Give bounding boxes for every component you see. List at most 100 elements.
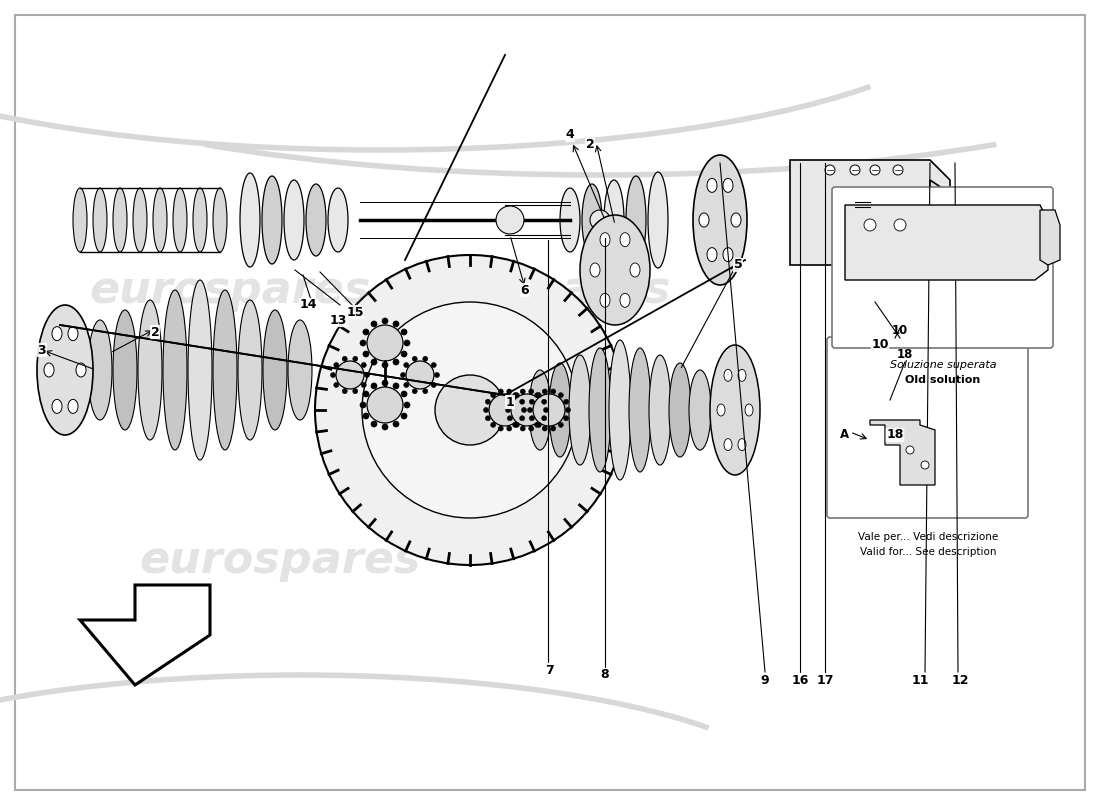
- Circle shape: [315, 255, 625, 565]
- Circle shape: [559, 393, 563, 398]
- Circle shape: [333, 382, 339, 387]
- Circle shape: [422, 356, 428, 362]
- Circle shape: [496, 206, 524, 234]
- Circle shape: [434, 373, 440, 378]
- Ellipse shape: [723, 248, 733, 262]
- Ellipse shape: [649, 355, 671, 465]
- Ellipse shape: [73, 188, 87, 252]
- Circle shape: [551, 426, 556, 431]
- Ellipse shape: [689, 370, 711, 450]
- Circle shape: [431, 382, 437, 387]
- Circle shape: [363, 351, 368, 357]
- Circle shape: [529, 416, 535, 421]
- Text: eurospares: eurospares: [89, 269, 371, 311]
- Circle shape: [563, 416, 569, 421]
- Text: 15: 15: [346, 306, 364, 318]
- Text: 18: 18: [896, 349, 913, 362]
- Ellipse shape: [37, 305, 94, 435]
- Text: 6: 6: [520, 283, 529, 297]
- Circle shape: [393, 383, 399, 389]
- Ellipse shape: [44, 363, 54, 377]
- Circle shape: [353, 389, 358, 394]
- Text: 13: 13: [329, 314, 346, 326]
- Polygon shape: [930, 180, 975, 245]
- Circle shape: [543, 407, 549, 413]
- Circle shape: [506, 407, 510, 413]
- Circle shape: [541, 416, 547, 421]
- Ellipse shape: [600, 294, 610, 307]
- Circle shape: [371, 359, 377, 365]
- Ellipse shape: [738, 370, 746, 382]
- Text: Vale per... Vedi descrizione: Vale per... Vedi descrizione: [858, 532, 998, 542]
- Circle shape: [336, 361, 364, 389]
- Ellipse shape: [724, 370, 732, 382]
- Circle shape: [520, 426, 526, 431]
- Text: 14: 14: [299, 298, 317, 311]
- Ellipse shape: [626, 176, 646, 264]
- Polygon shape: [870, 420, 935, 485]
- Circle shape: [434, 375, 505, 445]
- Circle shape: [535, 393, 540, 398]
- Circle shape: [528, 407, 532, 413]
- Circle shape: [507, 416, 513, 421]
- Ellipse shape: [609, 340, 631, 480]
- Text: 3: 3: [37, 343, 46, 357]
- Circle shape: [541, 399, 547, 404]
- Ellipse shape: [717, 404, 725, 416]
- Text: 12: 12: [952, 674, 969, 686]
- Text: A: A: [840, 429, 849, 442]
- Text: 10: 10: [871, 338, 889, 351]
- Ellipse shape: [68, 399, 78, 414]
- Circle shape: [404, 382, 409, 387]
- Circle shape: [485, 399, 491, 404]
- Circle shape: [542, 389, 548, 394]
- Circle shape: [360, 402, 366, 408]
- Text: eurospares: eurospares: [389, 269, 671, 311]
- Circle shape: [393, 321, 399, 327]
- Circle shape: [542, 426, 548, 431]
- Ellipse shape: [620, 233, 630, 246]
- FancyBboxPatch shape: [832, 187, 1053, 348]
- Circle shape: [404, 402, 410, 408]
- Circle shape: [515, 422, 519, 427]
- Text: 7: 7: [546, 663, 554, 677]
- Ellipse shape: [648, 172, 668, 268]
- Circle shape: [825, 165, 835, 175]
- Circle shape: [393, 421, 399, 427]
- Circle shape: [893, 165, 903, 175]
- Circle shape: [537, 393, 541, 398]
- Circle shape: [565, 407, 571, 413]
- Circle shape: [431, 362, 437, 367]
- Polygon shape: [1040, 210, 1060, 265]
- Ellipse shape: [590, 263, 600, 277]
- Text: 2: 2: [151, 326, 160, 338]
- Circle shape: [363, 413, 368, 419]
- Ellipse shape: [284, 180, 304, 260]
- Ellipse shape: [138, 300, 162, 440]
- Text: 11: 11: [911, 674, 928, 686]
- Ellipse shape: [560, 188, 580, 252]
- Circle shape: [402, 413, 407, 419]
- Circle shape: [404, 340, 410, 346]
- Circle shape: [402, 351, 407, 357]
- Text: Soluzione superata: Soluzione superata: [890, 360, 997, 370]
- Ellipse shape: [192, 188, 207, 252]
- Ellipse shape: [723, 178, 733, 192]
- Text: 17: 17: [816, 674, 834, 686]
- Circle shape: [507, 399, 513, 404]
- Polygon shape: [80, 585, 210, 685]
- Circle shape: [850, 165, 860, 175]
- Circle shape: [498, 426, 504, 431]
- Circle shape: [367, 387, 403, 423]
- Circle shape: [363, 329, 368, 335]
- Circle shape: [371, 421, 377, 427]
- Ellipse shape: [76, 363, 86, 377]
- Text: 2: 2: [585, 138, 594, 151]
- Text: 8: 8: [601, 669, 609, 682]
- Circle shape: [537, 422, 541, 427]
- Circle shape: [412, 356, 417, 362]
- Circle shape: [529, 399, 535, 404]
- Circle shape: [402, 391, 407, 397]
- Ellipse shape: [580, 215, 650, 325]
- Circle shape: [382, 380, 388, 386]
